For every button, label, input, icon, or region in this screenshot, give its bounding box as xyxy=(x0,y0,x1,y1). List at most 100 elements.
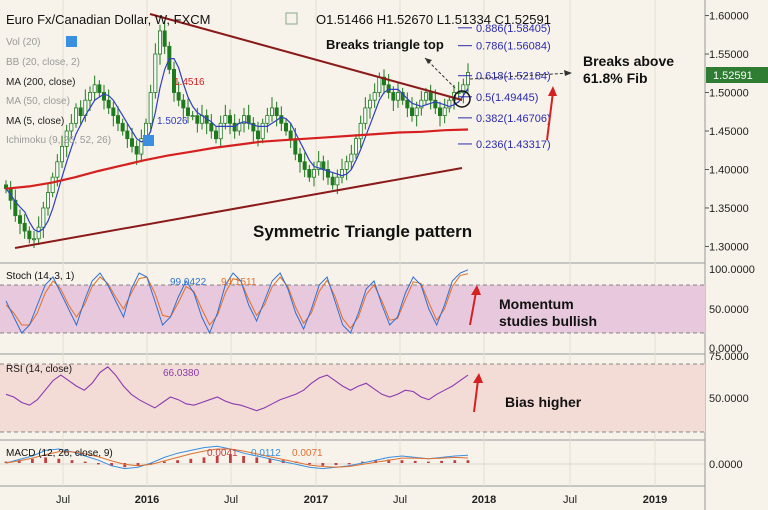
visibility-icon[interactable] xyxy=(143,135,154,146)
time-tick-label: Jul xyxy=(563,494,577,506)
candle-body xyxy=(97,84,102,93)
fib-level-label: 0.5(1.49445) xyxy=(476,92,538,104)
candle-body xyxy=(13,199,18,217)
macd-hist-bar xyxy=(136,463,140,466)
up-arrow-icon xyxy=(473,373,483,413)
candle-body xyxy=(433,99,438,109)
candle-body xyxy=(288,130,293,140)
candle-body xyxy=(185,107,190,117)
price-tick-label: 1.30000 xyxy=(709,241,749,253)
candle-body xyxy=(181,99,186,109)
candle-body xyxy=(246,115,251,124)
candle-body xyxy=(363,107,368,124)
candle-body xyxy=(274,107,279,117)
candle-body xyxy=(190,115,195,118)
rsi-line xyxy=(5,366,469,412)
candle-body xyxy=(269,107,274,117)
fib-pointer-head xyxy=(564,70,572,76)
last-price-tag xyxy=(706,67,768,83)
chart-title: Euro Fx/Canadian Dollar, W, FXCM xyxy=(6,12,210,27)
candle-body xyxy=(265,115,270,124)
time-tick-label: 2019 xyxy=(643,494,667,506)
candle-body xyxy=(423,92,428,101)
macd-hist-bar xyxy=(466,460,470,463)
candle-body xyxy=(358,122,363,140)
candle-body xyxy=(111,107,116,117)
candle-body xyxy=(41,207,46,228)
macd-hist-bar xyxy=(163,461,166,463)
candle-body xyxy=(437,107,442,117)
candle-body xyxy=(17,215,22,224)
rsi-axis-top: 75.0000 xyxy=(709,351,749,363)
macd-hist-bar xyxy=(321,463,325,466)
candle-body xyxy=(311,169,316,178)
price-tick-label: 1.40000 xyxy=(709,164,749,176)
breakout-circle xyxy=(453,90,471,108)
macd-hist-bar xyxy=(44,457,47,463)
candle-body xyxy=(134,145,139,155)
ma200-line xyxy=(5,128,469,190)
ma5-line xyxy=(5,57,469,233)
candle-body xyxy=(395,92,400,101)
candle-body xyxy=(251,122,256,132)
breakout-pointer-head xyxy=(425,58,432,64)
ichimoku-label: Ichimoku (9, 26, 52, 26) xyxy=(6,135,111,146)
time-tick-label: 2016 xyxy=(135,494,159,506)
time-tick-label: Jul xyxy=(56,494,70,506)
ma200-label: MA (200, close) xyxy=(6,77,75,88)
triangle-upper-trendline xyxy=(149,13,463,101)
candle-body xyxy=(227,115,232,124)
time-tick-label: 2017 xyxy=(304,494,328,506)
vol-label: Vol (20) xyxy=(6,37,40,48)
stoch-k-value: 99.0422 xyxy=(170,277,207,288)
triangle-lower-trendline xyxy=(14,167,463,249)
ohlc-readout: O1.51466 H1.52670 L1.51334 C1.52591 xyxy=(316,12,551,27)
candle-body xyxy=(46,192,51,209)
candle-body xyxy=(414,107,419,117)
visibility-icon[interactable] xyxy=(66,36,77,47)
candle-body xyxy=(213,130,218,140)
macd-hist-bar xyxy=(387,459,391,463)
fib-level-label: 0.786(1.56084) xyxy=(476,41,551,53)
macd-hist-bar xyxy=(202,457,206,463)
candle-body xyxy=(232,122,237,132)
price-tick-label: 1.35000 xyxy=(709,203,749,215)
macd-hist-bar xyxy=(374,460,377,463)
rsi-value: 66.0380 xyxy=(163,368,200,379)
candle-body xyxy=(381,76,386,86)
candle-body xyxy=(157,30,162,55)
time-axis: Jul 2016 Jul 2017 Jul 2018 Jul 2019 xyxy=(56,494,667,506)
macd-hist-bar xyxy=(413,460,417,463)
fib-levels: 0.886(1.58405) 0.786(1.56084) 0.618(1.5218… xyxy=(458,23,551,151)
candle-body xyxy=(74,107,79,124)
candle-body xyxy=(153,53,158,93)
macd-hist-bar xyxy=(453,460,457,463)
rsi-band xyxy=(0,364,705,432)
macd-hist-bar xyxy=(215,456,219,463)
candle-body xyxy=(330,176,335,186)
candle-body xyxy=(139,138,144,155)
candle-body xyxy=(125,130,130,140)
ma5-value: 1.5026 xyxy=(157,116,188,127)
time-tick-label: 2018 xyxy=(472,494,496,506)
candle-body xyxy=(307,169,312,178)
time-tick-label: Jul xyxy=(393,494,407,506)
macd-hist-bar xyxy=(149,463,153,465)
candle-body xyxy=(162,30,167,47)
macd-hist-bar xyxy=(308,463,311,465)
macd-hist-bar xyxy=(57,458,61,463)
candle-body xyxy=(223,115,228,124)
macd-hist-bar xyxy=(83,461,87,463)
macd-hist-bar xyxy=(229,454,232,463)
macd-line xyxy=(5,445,469,470)
candle-body xyxy=(283,122,288,132)
candle-body xyxy=(447,99,452,109)
macd-hist-bar xyxy=(361,461,364,463)
candle-body xyxy=(409,107,414,117)
last-price-value: 1.52591 xyxy=(713,70,753,82)
settings-icon[interactable] xyxy=(285,12,298,25)
macd-hist-bar xyxy=(347,463,351,465)
candle-body xyxy=(465,72,470,86)
candle-body xyxy=(27,230,32,240)
candle-body xyxy=(50,176,55,193)
